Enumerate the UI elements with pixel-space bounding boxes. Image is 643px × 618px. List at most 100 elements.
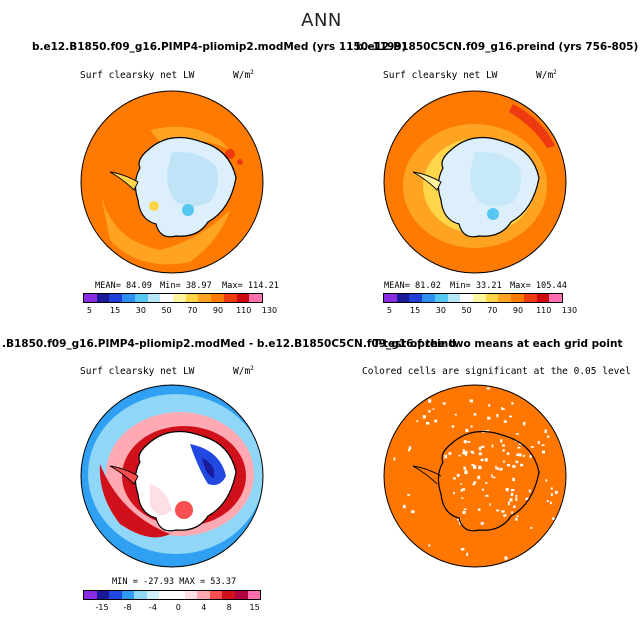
non-significant-cell: [451, 425, 455, 428]
non-significant-cell: [434, 419, 438, 423]
colorbar-swatch: [211, 294, 224, 302]
non-significant-cell: [522, 422, 526, 425]
peninsula: [412, 171, 442, 191]
non-significant-cell: [471, 464, 475, 466]
non-significant-cell: [478, 446, 482, 450]
non-significant-cell: [503, 420, 507, 423]
colorbar-tick-label: 8: [226, 603, 232, 612]
non-significant-cell: [504, 556, 508, 560]
panel-1-title: b.e12.B1850.f09_g16.PIMP4-pliomip2.modMe…: [32, 41, 407, 53]
non-significant-cell: [463, 466, 466, 470]
colorbar-tick-label: -4: [148, 603, 157, 612]
colorbar-swatch: [109, 591, 122, 599]
antarctica-coastline: [437, 430, 540, 532]
non-significant-cell: [463, 508, 467, 510]
non-significant-cell: [470, 450, 473, 453]
colorbar-tick-label: 90: [512, 306, 524, 315]
non-significant-cell: [454, 413, 457, 416]
panel-3-minmax: MIN = -27.93 MAX = 53.37: [112, 577, 237, 587]
non-significant-cell: [507, 501, 510, 506]
non-significant-cell: [453, 492, 455, 495]
non-significant-cell: [530, 446, 534, 448]
colorbar-tick-label: 15: [249, 603, 260, 612]
non-significant-cell: [470, 425, 473, 428]
peninsula: [109, 171, 139, 191]
non-significant-cell: [462, 510, 466, 514]
colorbar-swatch: [536, 294, 550, 302]
non-significant-cell: [525, 497, 529, 500]
pink-interior: [150, 484, 172, 516]
non-significant-cell: [416, 420, 419, 422]
non-significant-cell: [530, 527, 533, 529]
non-significant-cell: [496, 413, 499, 418]
non-significant-cell: [488, 404, 491, 407]
colorbar-swatch: [84, 294, 97, 302]
non-significant-cell: [481, 488, 485, 491]
non-significant-cell: [516, 515, 519, 517]
non-significant-cell: [473, 481, 477, 484]
non-significant-cell: [485, 482, 488, 484]
non-significant-cell: [513, 505, 516, 508]
non-significant-cell: [467, 441, 471, 443]
non-significant-cell: [462, 488, 465, 491]
non-significant-cell: [465, 450, 468, 454]
non-significant-cell: [502, 444, 505, 447]
non-significant-cell: [544, 429, 547, 433]
colorbar-swatch: [249, 294, 263, 302]
panel-4-map: [383, 384, 567, 568]
red-patch: [509, 104, 555, 148]
panel-1-colorbar-labels: 5 15 30 50 70 90 110 130: [83, 306, 277, 318]
non-significant-cell: [481, 445, 485, 448]
colorbar-swatch: [209, 591, 223, 599]
warm-patch: [149, 201, 159, 211]
non-significant-cell: [448, 452, 452, 455]
non-significant-cell: [554, 490, 558, 494]
non-significant-cell: [511, 402, 514, 405]
panel-4-title: T-test of the two means at each grid poi…: [373, 338, 623, 350]
panel-2-colorbar-labels: 5 15 30 50 70 90 110 130: [383, 306, 577, 318]
non-significant-cell: [509, 415, 512, 418]
non-significant-cell: [511, 511, 513, 514]
non-significant-cell: [432, 408, 435, 410]
non-significant-cell: [550, 487, 553, 490]
non-significant-cell: [477, 475, 481, 480]
colorbar-swatch: [159, 591, 173, 599]
colorbar-swatch: [134, 294, 148, 302]
colorbar-swatch: [223, 294, 237, 302]
colorbar-tick-label: 5: [386, 306, 392, 315]
non-significant-cell: [552, 517, 555, 520]
colorbar-swatch: [109, 294, 123, 302]
panel-1-units: W/m2: [233, 69, 254, 82]
non-significant-cell: [487, 416, 491, 420]
non-significant-cell: [515, 494, 518, 498]
non-significant-cell: [461, 497, 464, 499]
colorbar-swatch: [384, 294, 397, 302]
panel-3-colorbar-labels: -15 -8 -4 0 4 8 15: [83, 603, 261, 615]
colorbar-tick-label: 130: [261, 306, 278, 315]
colorbar-swatch: [236, 294, 250, 302]
non-significant-cell: [551, 405, 555, 409]
colorbar-swatch: [172, 591, 185, 599]
non-significant-cell: [502, 449, 505, 452]
panel-4-subtitle: Colored cells are significant at the 0.0…: [362, 366, 631, 377]
non-significant-cell: [510, 492, 514, 497]
colorbar-tick-label: 110: [236, 306, 252, 315]
non-significant-cell: [492, 476, 496, 479]
colorbar-tick-label: 30: [135, 306, 146, 315]
non-significant-cell: [495, 465, 497, 470]
panel-1-mean: MEAN= 84.09: [95, 281, 152, 291]
colorbar-swatch: [485, 294, 499, 302]
colorbar-swatch: [146, 591, 160, 599]
panel-1-map: [80, 90, 264, 274]
panel-2-min: Min= 33.21: [450, 281, 502, 291]
non-significant-cell: [522, 454, 525, 457]
red-spot: [237, 159, 243, 165]
colorbar-swatch: [134, 591, 147, 599]
panel-3-title: .B1850.f09_g16.PIMP4-pliomip2.modMed - b…: [2, 338, 456, 350]
non-significant-cell: [460, 483, 463, 485]
non-significant-cell: [484, 458, 488, 462]
colorbar-tick-label: 0: [175, 603, 181, 612]
non-significant-cell: [462, 449, 465, 452]
non-significant-cell: [464, 453, 467, 456]
non-significant-cell: [469, 399, 473, 403]
